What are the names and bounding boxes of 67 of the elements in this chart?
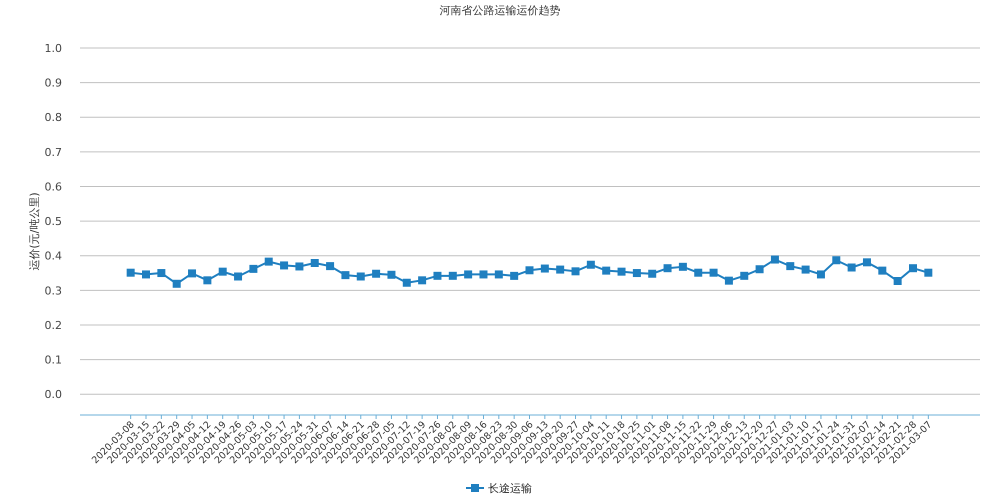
point bbox=[526, 266, 534, 274]
point bbox=[172, 280, 181, 288]
y-tick-label: 0.1 bbox=[44, 354, 62, 367]
point bbox=[448, 272, 457, 280]
point bbox=[234, 272, 242, 281]
point bbox=[157, 269, 166, 278]
point bbox=[479, 270, 488, 278]
point bbox=[295, 262, 304, 270]
point bbox=[710, 268, 718, 277]
point bbox=[418, 276, 426, 284]
point bbox=[280, 261, 288, 270]
point bbox=[924, 268, 932, 277]
point bbox=[387, 270, 396, 279]
point bbox=[341, 271, 350, 280]
point bbox=[586, 260, 595, 269]
point bbox=[832, 256, 840, 264]
y-tick-label: 0.5 bbox=[44, 215, 62, 228]
point bbox=[326, 262, 334, 270]
point bbox=[894, 277, 902, 286]
point bbox=[464, 270, 472, 278]
point bbox=[618, 268, 626, 276]
point bbox=[664, 264, 672, 272]
y-tick-label: 0.2 bbox=[44, 318, 62, 332]
y-axis-title: 运价(元/吨公里) bbox=[28, 192, 41, 271]
point bbox=[142, 270, 150, 278]
point bbox=[203, 276, 212, 284]
point bbox=[556, 266, 564, 274]
point bbox=[632, 269, 641, 278]
point bbox=[770, 256, 779, 264]
point bbox=[356, 272, 365, 281]
point bbox=[678, 262, 687, 271]
point bbox=[218, 268, 227, 276]
point bbox=[433, 272, 442, 280]
point bbox=[878, 266, 886, 275]
y-tick-label: 1.0 bbox=[44, 42, 62, 55]
point bbox=[740, 272, 748, 280]
y-tick-label: 0.7 bbox=[44, 146, 62, 159]
y-tick-label: 0.6 bbox=[44, 180, 62, 194]
point bbox=[249, 264, 258, 273]
legend-label: 长途运输 bbox=[488, 482, 532, 495]
point bbox=[816, 270, 825, 278]
chart-title: 河南省公路运输运价趋势 bbox=[440, 4, 560, 17]
y-tick-label: 0.8 bbox=[44, 111, 62, 124]
point bbox=[494, 270, 503, 278]
point bbox=[188, 269, 196, 278]
point bbox=[848, 264, 856, 272]
y-tick-label: 0.0 bbox=[44, 388, 62, 402]
point bbox=[126, 268, 135, 277]
point bbox=[694, 268, 702, 277]
point bbox=[572, 267, 580, 276]
point bbox=[602, 266, 610, 275]
point bbox=[540, 264, 549, 273]
y-tick-label: 0.9 bbox=[44, 76, 62, 90]
point bbox=[724, 276, 733, 285]
point bbox=[264, 258, 273, 266]
point bbox=[402, 278, 411, 287]
point bbox=[908, 264, 917, 272]
y-tick-label: 0.3 bbox=[44, 284, 62, 298]
point bbox=[310, 259, 319, 268]
point bbox=[786, 262, 794, 270]
point bbox=[510, 272, 518, 280]
point bbox=[862, 258, 871, 266]
point bbox=[802, 266, 810, 274]
point bbox=[648, 270, 656, 278]
point bbox=[756, 265, 764, 274]
y-tick-label: 0.4 bbox=[44, 250, 62, 263]
point bbox=[372, 270, 380, 278]
